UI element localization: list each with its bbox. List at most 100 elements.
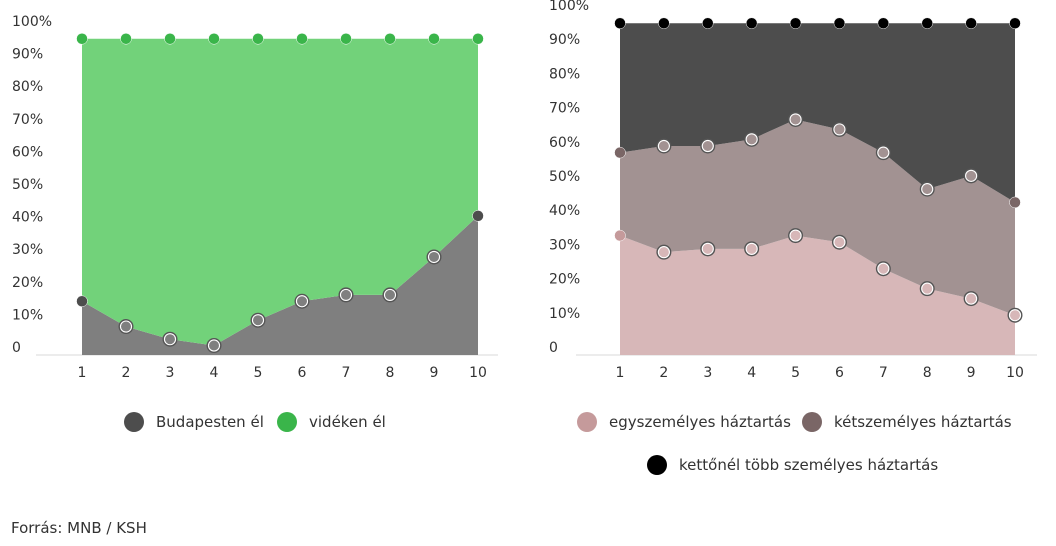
data-point[interactable] [472,33,484,45]
y-tick-label: 50% [549,169,580,185]
data-point-outline [919,181,935,197]
data-point[interactable] [744,241,759,256]
y-tick-label: 10% [12,307,43,323]
data-point[interactable] [788,228,803,243]
data-point[interactable] [656,245,671,260]
data-point[interactable] [208,33,220,45]
legend-label[interactable]: egyszemélyes háztartás [609,413,791,431]
data-point-outline [338,287,354,303]
data-point[interactable] [295,294,309,309]
y-tick-label: 60% [549,135,580,151]
source-note: Forrás: MNB / KSH [11,519,147,537]
legend-swatch [802,412,822,432]
y-tick-label: 70% [549,101,580,117]
y-tick-label: 40% [12,210,43,226]
data-point[interactable] [383,287,397,302]
data-point[interactable] [384,33,396,45]
legend-label[interactable]: kétszemélyes háztartás [834,413,1012,431]
data-point[interactable] [920,182,935,197]
data-point[interactable] [120,33,132,45]
data-point[interactable] [658,17,670,30]
data-point[interactable] [614,17,626,30]
data-point-outline [382,287,398,303]
legend-swatch [647,455,667,475]
data-point[interactable] [745,17,758,30]
data-point[interactable] [76,295,88,307]
data-point-outline [426,249,442,265]
x-tick-label: 3 [703,365,712,381]
x-tick-label: 7 [342,365,351,381]
data-point[interactable] [427,249,441,264]
y-tick-label: 80% [12,79,43,95]
data-point[interactable] [744,132,759,147]
data-point[interactable] [1009,17,1021,30]
x-tick-label: 2 [659,365,668,381]
legend-label[interactable]: kettőnél több személyes háztartás [679,456,938,474]
y-tick-label: 70% [12,112,43,128]
data-point[interactable] [921,17,933,30]
x-tick-label: 9 [967,365,976,381]
data-point-outline [294,293,310,309]
data-point[interactable] [832,235,847,250]
data-point[interactable] [1008,308,1022,323]
data-point[interactable] [789,17,802,30]
data-point[interactable] [1009,196,1021,209]
y-tick-label: 80% [549,66,580,82]
data-point[interactable] [964,168,979,183]
data-point[interactable] [163,332,177,347]
data-point[interactable] [920,281,935,296]
data-point[interactable] [964,291,979,306]
data-point[interactable] [472,210,484,222]
x-tick-label: 5 [791,365,800,381]
data-point[interactable] [833,17,846,30]
data-point[interactable] [339,287,353,302]
y-tick-label: 90% [12,47,43,63]
data-point[interactable] [252,33,264,45]
data-point[interactable] [876,145,891,160]
y-tick-label: 40% [549,203,580,219]
data-point[interactable] [614,146,626,159]
x-tick-label: 2 [122,365,131,381]
data-point-outline [656,244,672,260]
data-point[interactable] [702,17,714,30]
x-tick-label: 3 [166,365,175,381]
data-point[interactable] [876,261,891,276]
data-point[interactable] [965,17,977,30]
legend-label[interactable]: Budapesten él [156,413,264,431]
x-tick-label: 1 [78,365,87,381]
data-point[interactable] [700,241,715,256]
data-point[interactable] [428,33,440,45]
data-point-outline [118,319,134,335]
data-point-outline [963,291,979,307]
data-point-outline [1007,307,1023,323]
data-point[interactable] [614,229,626,242]
data-point[interactable] [340,33,352,45]
data-point[interactable] [296,33,308,45]
y-tick-label: 30% [12,242,43,258]
data-point-outline [875,145,891,161]
data-point-outline [206,338,222,354]
data-point[interactable] [877,17,890,30]
data-point-outline [919,281,935,297]
y-tick-label: 20% [549,272,580,288]
data-point[interactable] [832,122,847,137]
data-point[interactable] [656,139,671,154]
legend-swatch [577,412,597,432]
data-point[interactable] [700,139,715,154]
chart-household-size: 0 10% 20% 30% 40% 50% 60% 70% 80% 90% 100% 1 2 3 4 5 6 7 8… [549,0,1037,381]
data-point[interactable] [251,313,265,328]
data-point[interactable] [788,112,803,127]
data-point[interactable] [207,338,221,353]
x-tick-label: 4 [210,365,219,381]
legends: Budapesten él vidéken él egyszemélyes házt… [124,412,1012,475]
legend-label[interactable]: vidéken él [309,413,386,431]
chart-residence: 0 10% 20% 30% 40% 50% 60% 70% 80% 90% 100% 1 2 3 4 5 6 7 8… [12,14,498,381]
data-point[interactable] [76,33,88,45]
data-point[interactable] [119,319,133,334]
x-tick-label: 8 [386,365,395,381]
data-point-outline [250,312,266,328]
data-point[interactable] [164,33,176,45]
y-tick-label: 50% [12,177,43,193]
area-tobb [620,23,1015,203]
